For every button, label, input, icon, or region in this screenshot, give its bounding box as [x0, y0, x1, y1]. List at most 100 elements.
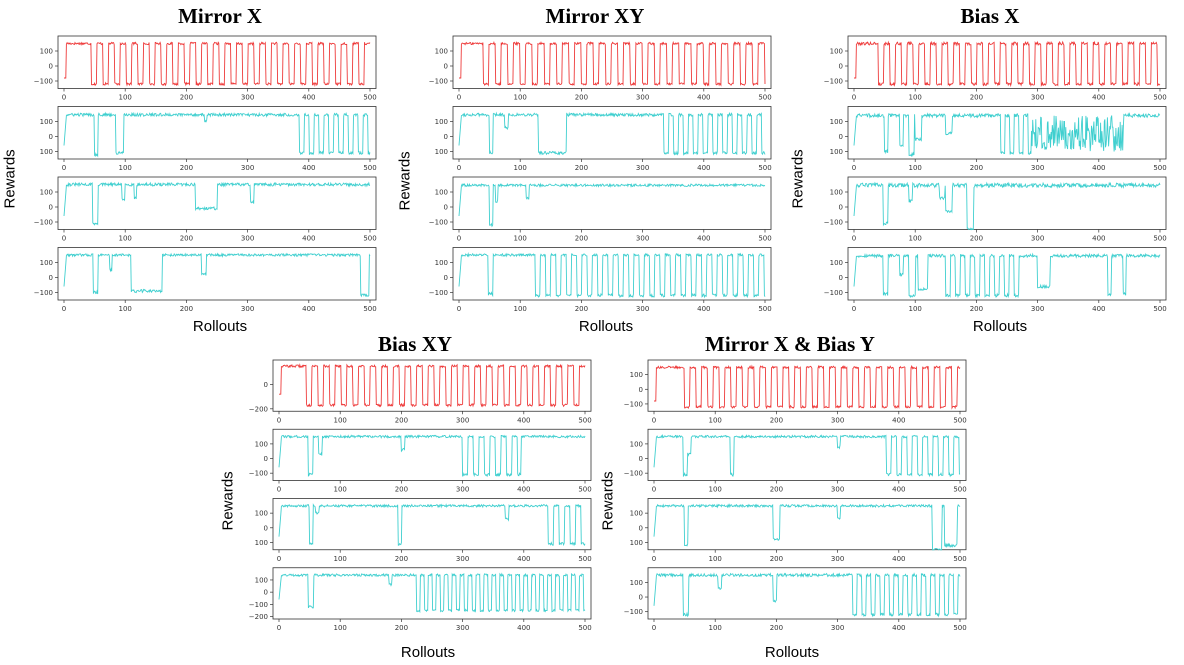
subplot-3: 100 0 100 0 100 200 300 400 500: [255, 498, 592, 563]
y-tick-label: 0: [639, 524, 643, 532]
subplot-2: −100 0 100 0 100 200 300 400 500: [624, 428, 967, 494]
x-tick-label: 0: [277, 555, 281, 563]
x-tick-label: 500: [1153, 235, 1166, 243]
x-tick-label: 500: [1153, 305, 1166, 313]
x-tick-label: 0: [62, 305, 66, 313]
x-tick-label: 300: [1031, 164, 1044, 172]
x-tick-label: 0: [277, 486, 281, 494]
y-tick-label: 100: [40, 48, 53, 56]
x-tick-label: 500: [578, 555, 591, 563]
chart-bias-xy: −200 0 0 100 200 300 400 500 −100 0 100 0 100 200 300 4…: [249, 359, 592, 632]
y-tick-label: 100: [40, 189, 53, 197]
series-line-row-3: [653, 503, 961, 551]
x-tick-label: 100: [909, 164, 922, 172]
subplot-4: −200 −100 0 100 0 100 200 300 400 500: [249, 567, 592, 632]
subplot-4: −100 0 100 0 100 200 300 400 500: [429, 247, 772, 313]
series-line-row-1: [654, 364, 961, 410]
x-tick-label: 200: [970, 235, 983, 243]
y-tick-label: 100: [630, 510, 643, 518]
x-tick-label: 400: [892, 555, 905, 563]
series-line-row-3: [278, 503, 586, 547]
y-tick-label: 100: [630, 371, 643, 379]
y-tick-label: 0: [444, 274, 448, 282]
x-tick-label: 300: [831, 486, 844, 494]
x-tick-label: 200: [180, 235, 193, 243]
x-tick-label: 200: [180, 94, 193, 102]
x-tick-label: 0: [852, 305, 856, 313]
subplot-2: 100 0 100 0 100 200 300 400 500: [830, 106, 1167, 172]
x-tick-label: 0: [457, 94, 461, 102]
x-tick-label: 400: [1092, 305, 1105, 313]
y-tick-label: −200: [249, 405, 268, 413]
y-tick-label: 100: [630, 579, 643, 587]
x-tick-label: 300: [241, 94, 254, 102]
y-tick-label: 0: [49, 133, 53, 141]
x-tick-label: 100: [514, 305, 527, 313]
x-tick-label: 500: [953, 416, 966, 424]
subplot-1: −100 0 100 0 100 200 300 400 500: [824, 35, 1167, 102]
x-axis-label-mirror-x: Rollouts: [192, 318, 248, 335]
x-tick-label: 200: [180, 164, 193, 172]
y-tick-label: 0: [264, 524, 268, 532]
x-tick-label: 300: [1031, 305, 1044, 313]
chart-mirror-x-bias-y: −100 0 100 0 100 200 300 400 500 −100 0 100 0 100 200 3…: [624, 359, 967, 632]
x-tick-label: 500: [578, 624, 591, 632]
x-tick-label: 400: [892, 486, 905, 494]
x-tick-label: 400: [302, 164, 315, 172]
x-axis-label-mirror-xy: Rollouts: [578, 318, 634, 335]
series-line-row-1: [279, 363, 586, 408]
x-tick-label: 400: [1092, 94, 1105, 102]
y-axis-label-bias-x: Rewards: [789, 149, 807, 209]
y-tick-label: −100: [249, 470, 268, 478]
y-tick-label: 100: [830, 189, 843, 197]
y-tick-label: 100: [40, 259, 53, 267]
x-tick-label: 300: [1031, 94, 1044, 102]
x-tick-label: 400: [697, 235, 710, 243]
subplot-2: 100 0 100 0 100 200 300 400 500: [435, 106, 772, 172]
x-tick-label: 100: [709, 416, 722, 424]
series-line-row-1: [459, 40, 766, 87]
series-line-row-4: [458, 252, 766, 299]
subplot-2: −100 0 100 0 100 200 300 400 500: [249, 428, 592, 494]
x-tick-label: 500: [758, 164, 771, 172]
subplot-3: −100 0 100 0 100 200 300 400 500: [34, 176, 377, 243]
y-tick-label: 0: [839, 63, 843, 71]
x-tick-label: 100: [119, 164, 132, 172]
x-tick-label: 500: [953, 486, 966, 494]
y-tick-label: 0: [264, 589, 268, 597]
subplot-3: 100 0 100 0 100 200 300 400 500: [630, 498, 967, 563]
x-tick-label: 400: [517, 555, 530, 563]
y-axis-label-bias-xy: Rewards: [219, 471, 237, 531]
x-tick-label: 200: [395, 486, 408, 494]
x-tick-label: 500: [758, 235, 771, 243]
y-tick-label: −100: [624, 608, 643, 616]
series-line-row-4: [853, 252, 1161, 299]
series-line-row-3: [853, 181, 1161, 231]
x-tick-label: 0: [852, 235, 856, 243]
y-tick-label: 0: [264, 381, 268, 389]
x-tick-label: 100: [334, 416, 347, 424]
y-tick-label: 0: [839, 274, 843, 282]
x-tick-label: 300: [831, 555, 844, 563]
x-tick-label: 100: [909, 305, 922, 313]
x-tick-label: 400: [697, 94, 710, 102]
x-tick-label: 100: [709, 624, 722, 632]
y-tick-label: −100: [429, 78, 448, 86]
x-tick-label: 500: [758, 94, 771, 102]
y-tick-label: 0: [639, 455, 643, 463]
y-axis-label-mirror-x-bias-y: Rewards: [599, 471, 617, 531]
x-tick-label: 200: [575, 94, 588, 102]
x-tick-label: 100: [514, 235, 527, 243]
y-tick-label: −100: [34, 219, 53, 227]
y-tick-label: 100: [255, 576, 268, 584]
x-tick-label: 400: [302, 94, 315, 102]
y-tick-label: −100: [824, 219, 843, 227]
x-tick-label: 100: [709, 486, 722, 494]
subplot-3: −100 0 100 0 100 200 300 400 500: [824, 176, 1167, 243]
y-tick-label: −200: [249, 613, 268, 621]
x-tick-label: 200: [575, 305, 588, 313]
x-tick-label: 200: [970, 164, 983, 172]
subplot-4: −100 0 100 0 100 200 300 400 500: [34, 247, 377, 313]
y-tick-label: −100: [34, 289, 53, 297]
y-tick-label: 0: [639, 386, 643, 394]
